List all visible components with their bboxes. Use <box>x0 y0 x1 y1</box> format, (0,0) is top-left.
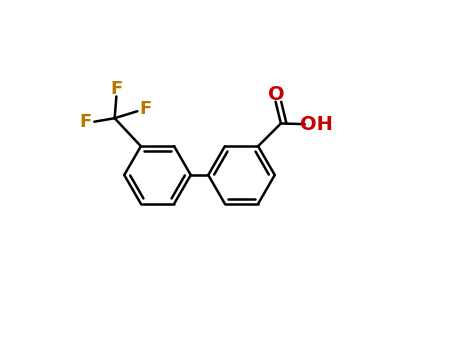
Text: O: O <box>268 85 285 104</box>
Text: OH: OH <box>300 115 333 134</box>
Text: F: F <box>110 80 122 98</box>
Text: F: F <box>80 113 92 131</box>
Text: F: F <box>140 100 152 118</box>
